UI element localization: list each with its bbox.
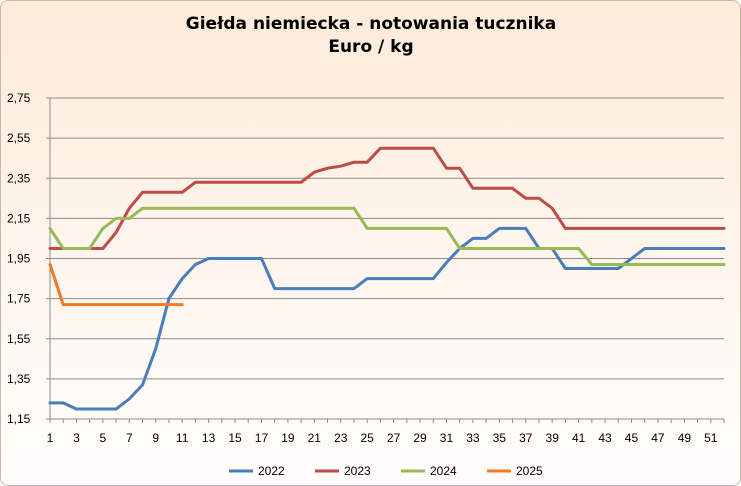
y-tick-label: 2,15 [7,211,31,225]
chart-title: Giełda niemiecka - notowania tucznika [186,14,556,34]
x-tick-label: 5 [100,431,107,445]
x-tick-label: 41 [572,431,586,445]
x-tick-label: 29 [413,431,427,445]
x-tick-label: 27 [387,431,401,445]
x-tick-label: 15 [228,431,242,445]
x-tick-label: 25 [360,431,374,445]
x-tick-label: 11 [176,431,189,445]
series-line-2025 [48,263,184,307]
y-tick-label: 2,75 [7,91,31,105]
x-tick-label: 49 [678,431,692,445]
y-tick-label: 2,55 [7,131,31,145]
legend-label-2023: 2023 [344,464,371,478]
series-lines [48,146,726,411]
x-axis-ticks: 1 3 5 7 9 11 13 15 17 19 21 23 25 27 29 31 33 35 37 39 41 43 4… [47,419,725,445]
y-tick-label: 1,15 [7,412,31,426]
x-tick-label: 19 [281,431,295,445]
x-tick-label: 43 [598,431,612,445]
x-tick-label: 33 [466,431,480,445]
x-tick-label: 23 [334,431,348,445]
legend-label-2025: 2025 [516,464,543,478]
legend-label-2022: 2022 [258,464,285,478]
x-tick-label: 1 [47,431,54,445]
y-tick-label: 1,95 [7,252,31,266]
x-tick-label: 47 [651,431,665,445]
y-tick-label: 1,55 [7,332,31,346]
x-tick-label: 35 [493,431,507,445]
x-tick-label: 39 [546,431,560,445]
x-tick-label: 31 [440,431,454,445]
x-tick-label: 13 [202,431,216,445]
x-tick-label: 9 [152,431,159,445]
legend-label-2024: 2024 [430,464,457,478]
series-line-2022 [48,226,726,411]
x-tick-label: 7 [126,431,133,445]
legend: 2022 2023 2024 2025 [229,464,543,478]
y-axis-ticks: 2,75 2,55 2,35 2,15 1,95 1,75 1,55 1,35 1,15 [7,91,50,426]
series-line-2023 [48,146,726,250]
x-tick-label: 3 [73,431,80,445]
x-tick-label: 45 [625,431,639,445]
y-tick-label: 1,75 [7,292,31,306]
x-tick-label: 17 [255,431,269,445]
x-tick-label: 21 [308,431,322,445]
chart-subtitle: Euro / kg [328,37,413,57]
y-tick-label: 1,35 [7,372,31,386]
x-tick-label: 37 [519,431,533,445]
series-line-2024 [48,206,726,266]
gridlines [50,97,724,380]
x-tick-label: 51 [704,431,718,445]
y-tick-label: 2,35 [7,171,31,185]
